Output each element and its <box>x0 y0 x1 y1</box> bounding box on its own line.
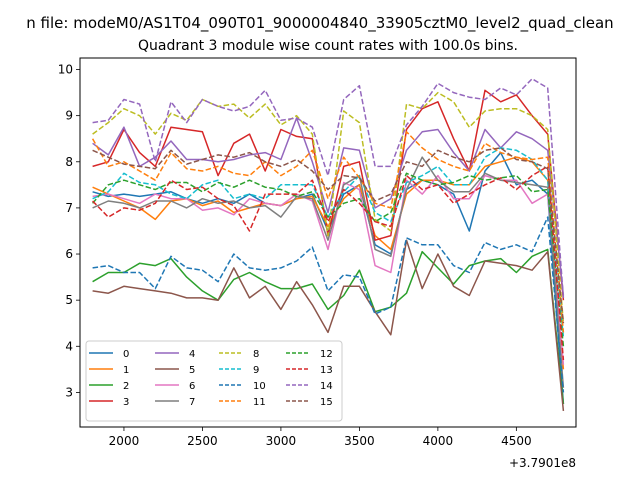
legend-label-11: 11 <box>253 397 266 408</box>
legend-label-4: 4 <box>189 349 195 360</box>
x-tick-label: 2000 <box>109 434 140 448</box>
series-line-4 <box>92 117 565 296</box>
plot-series <box>91 78 565 411</box>
series-line-7 <box>92 156 565 388</box>
y-tick-label: 8 <box>65 155 73 169</box>
y-tick-label: 10 <box>58 63 73 77</box>
chart-title: Quadrant 3 module wise count rates with … <box>138 38 518 54</box>
legend-label-10: 10 <box>253 381 266 392</box>
y-tick-label: 3 <box>65 385 73 399</box>
legend-label-12: 12 <box>320 349 333 360</box>
x-tick-label: 4000 <box>423 434 454 448</box>
legend-label-9: 9 <box>253 365 259 376</box>
y-tick-label: 7 <box>65 201 73 215</box>
series-line-15 <box>92 147 565 324</box>
y-tick-label: 9 <box>65 109 73 123</box>
legend-label-13: 13 <box>320 365 333 376</box>
series-line-10 <box>92 216 565 393</box>
legend-frame <box>85 340 343 422</box>
legend-label-2: 2 <box>123 381 129 392</box>
x-axis-ticks: 2000 2500 3000 3500 4000 4500 <box>109 427 532 448</box>
x-tick-label: 3000 <box>266 434 297 448</box>
x-axis-offset-label: +3.7901e8 <box>509 456 576 470</box>
legend-label-5: 5 <box>189 365 195 376</box>
plot-frame <box>79 57 577 428</box>
figure-suptitle: n file: modeM0/AS1T04_090T01_9000004840_… <box>26 14 613 33</box>
legend-label-8: 8 <box>253 349 259 360</box>
series-line-5 <box>92 239 565 411</box>
series-line-8 <box>92 91 565 324</box>
legend-label-0: 0 <box>123 349 129 360</box>
legend-label-15: 15 <box>320 397 333 408</box>
series-line-13 <box>92 165 565 361</box>
x-tick-label: 2500 <box>187 434 218 448</box>
x-tick-label: 4500 <box>501 434 532 448</box>
series-line-6 <box>92 174 565 365</box>
legend-label-6: 6 <box>189 381 195 392</box>
x-tick-label: 3500 <box>344 434 375 448</box>
series-line-14 <box>92 78 565 298</box>
y-tick-label: 5 <box>65 293 73 307</box>
y-tick-label: 4 <box>65 339 73 353</box>
legend-label-7: 7 <box>189 397 195 408</box>
legend-label-1: 1 <box>123 365 129 376</box>
y-tick-label: 6 <box>65 247 73 261</box>
series-line-12 <box>92 172 565 347</box>
y-axis-ticks: 3 4 5 6 7 8 9 10 <box>58 63 80 399</box>
legend-label-14: 14 <box>320 381 333 392</box>
series-line-3 <box>92 89 565 301</box>
legend-label-3: 3 <box>123 397 129 408</box>
